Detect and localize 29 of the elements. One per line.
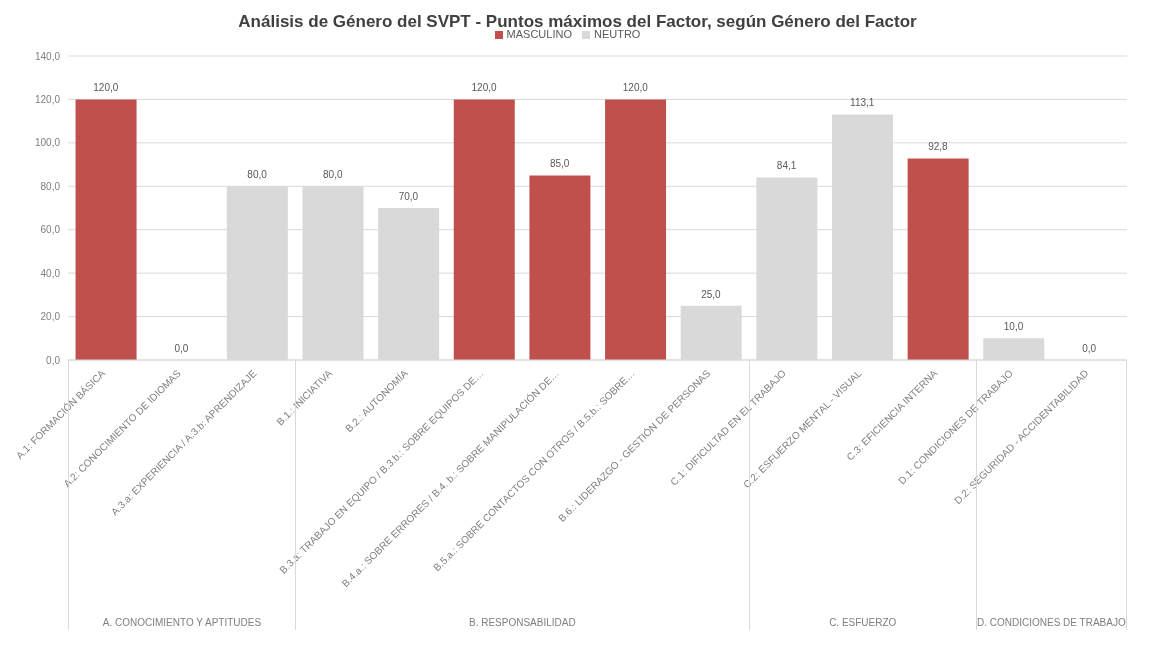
legend-label: NEUTRO <box>593 28 641 40</box>
data-label: 80,0 <box>323 169 343 181</box>
bar <box>75 99 137 360</box>
y-tick-label: 0,0 <box>46 354 61 366</box>
data-label: 120,0 <box>622 82 649 94</box>
data-label: 85,0 <box>549 158 570 170</box>
y-tick-label: 20,0 <box>40 311 61 323</box>
data-label: 25,0 <box>701 288 722 300</box>
bar <box>529 175 591 360</box>
legend-label: MASCULINO <box>506 28 572 40</box>
data-label: 10,0 <box>1003 321 1024 333</box>
data-label: 92,8 <box>928 141 949 153</box>
data-label: 120,0 <box>93 82 119 94</box>
y-tick-label: 80,0 <box>40 180 61 192</box>
data-label: 120,0 <box>471 82 497 94</box>
y-tick-label: 120,0 <box>34 93 61 105</box>
data-label: 70,0 <box>398 191 419 202</box>
data-label: 113,1 <box>850 97 875 109</box>
bar <box>605 99 667 360</box>
y-tick-label: 100,0 <box>34 137 61 149</box>
data-label: 0,0 <box>1082 343 1097 354</box>
bar <box>907 158 969 360</box>
bar <box>453 99 515 360</box>
y-tick-label: 140,0 <box>34 50 61 62</box>
data-label: 0,0 <box>174 343 189 354</box>
y-tick-label: 40,0 <box>40 267 61 279</box>
data-label: 84,1 <box>776 160 797 172</box>
y-tick-label: 60,0 <box>40 224 61 236</box>
data-label: 80,0 <box>247 169 268 181</box>
